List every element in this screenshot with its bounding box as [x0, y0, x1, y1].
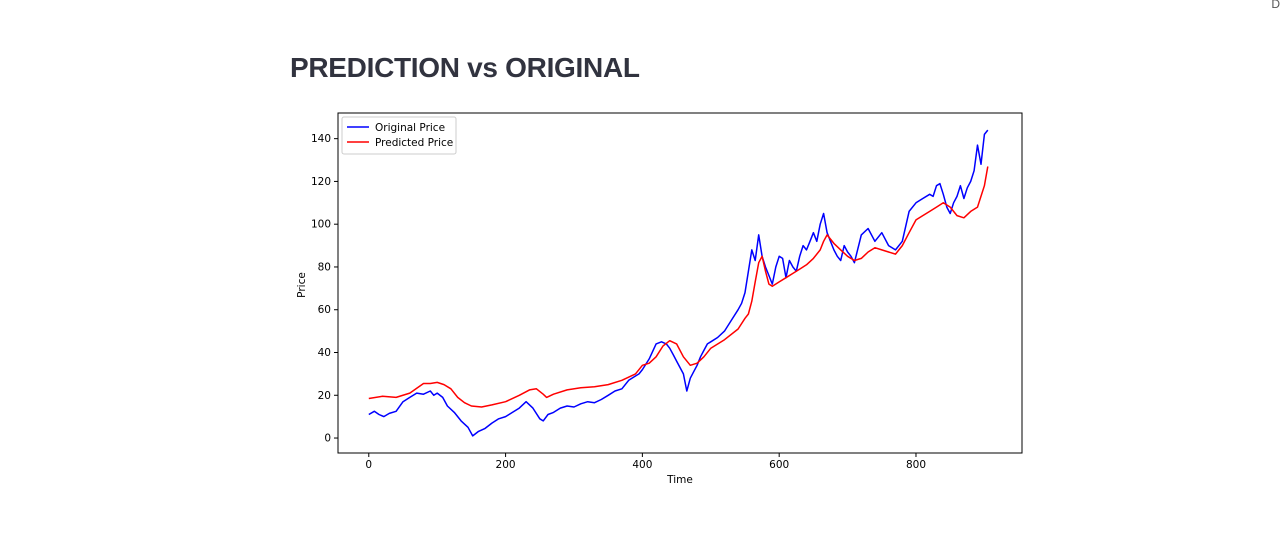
- y-tick-label: 120: [311, 176, 331, 188]
- x-tick-label: 600: [769, 459, 789, 471]
- y-tick-label: 0: [324, 433, 331, 445]
- x-tick-label: 400: [632, 459, 652, 471]
- legend-label-predicted: Predicted Price: [375, 137, 453, 149]
- y-tick-label: 40: [318, 347, 331, 359]
- series-lines: [368, 129, 989, 437]
- legend-box: [341, 116, 457, 155]
- x-tick-label: 0: [365, 459, 372, 471]
- y-tick-label: 20: [318, 390, 331, 402]
- line-chart: 0 200 400 600 800 0 20 40 60 80 100 120 140 Time Pr…: [296, 112, 1023, 486]
- x-tick-label: 800: [906, 459, 926, 471]
- y-tick-label: 80: [318, 261, 331, 273]
- chart-container: 0 200 400 600 800 0 20 40 60 80 100 120 140 Time Pr…: [290, 100, 1040, 500]
- series-line-original: [368, 129, 989, 437]
- y-tick-label: 100: [311, 219, 331, 231]
- y-tick-label: 140: [311, 133, 331, 145]
- series-line-predicted: [368, 166, 989, 408]
- y-tick-label: 60: [318, 304, 331, 316]
- legend-label-original: Original Price: [375, 122, 445, 134]
- x-axis-label: Time: [666, 474, 693, 486]
- page-title: PREDICTION vs ORIGINAL: [290, 52, 640, 83]
- plot-frame: [337, 112, 1023, 454]
- y-axis-ticks: 0 20 40 60 80 100 120 140: [311, 133, 338, 445]
- legend: Original Price Predicted Price: [341, 116, 457, 155]
- corner-glyph: D: [1271, 0, 1280, 11]
- x-tick-label: 200: [496, 459, 516, 471]
- x-axis-ticks: 0 200 400 600 800: [365, 453, 926, 471]
- y-axis-label: Price: [296, 272, 308, 298]
